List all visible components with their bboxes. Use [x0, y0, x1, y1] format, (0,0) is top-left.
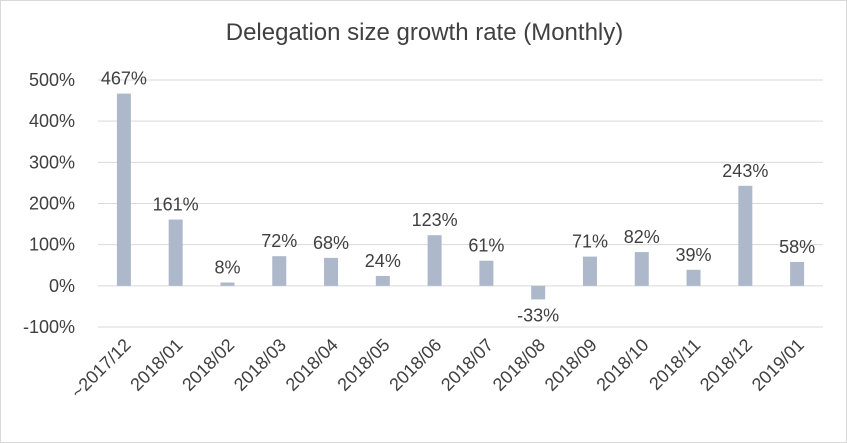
data-label: 8%: [214, 258, 240, 278]
y-tick-label: 400%: [29, 111, 75, 131]
data-label: 68%: [313, 233, 349, 253]
bar: [324, 257, 339, 286]
bar: [220, 282, 235, 286]
x-tick-label: 2018/08: [489, 335, 549, 395]
x-tick-label: ~2017/12: [67, 335, 135, 403]
chart-title: Delegation size growth rate (Monthly): [225, 19, 624, 46]
x-tick-label: 2018/05: [333, 335, 393, 395]
bar: [790, 261, 805, 286]
data-label: 161%: [153, 195, 199, 215]
bar: [427, 235, 442, 286]
x-tick-label: 2018/09: [541, 335, 601, 395]
bar: [272, 256, 287, 286]
data-label: 467%: [101, 69, 147, 89]
bar: [116, 93, 131, 286]
bar: [375, 275, 390, 286]
bar: [531, 285, 546, 300]
x-tick-label: 2018/07: [437, 335, 497, 395]
data-label: 123%: [412, 210, 458, 230]
x-tick-label: 2018/01: [126, 335, 186, 395]
x-tick-label: 2019/01: [748, 335, 808, 395]
x-tick-label: 2018/02: [178, 335, 238, 395]
bar: [634, 252, 649, 286]
y-tick-label: 500%: [29, 70, 75, 90]
data-label: 61%: [468, 236, 504, 256]
data-label: 243%: [722, 161, 768, 181]
y-tick-label: 0%: [49, 276, 75, 296]
data-label: -33%: [517, 305, 559, 325]
bar: [479, 260, 494, 286]
x-tick-label: 2018/11: [645, 335, 704, 394]
data-label: 71%: [572, 232, 608, 252]
x-tick-label: 2018/12: [696, 335, 756, 395]
data-label: 39%: [676, 245, 712, 265]
data-label: 72%: [261, 231, 297, 251]
y-tick-label: 200%: [29, 194, 75, 214]
x-tick-label: 2018/06: [385, 335, 445, 395]
bar: [738, 185, 753, 286]
data-label: 82%: [624, 227, 660, 247]
x-tick-label: 2018/04: [282, 335, 342, 395]
bar: [582, 256, 597, 286]
x-tick-label: 2018/10: [592, 335, 652, 395]
bar: [686, 269, 701, 286]
x-tick-label: 2018/03: [230, 335, 290, 395]
y-tick-label: 100%: [29, 235, 75, 255]
y-tick-label: -100%: [23, 317, 75, 337]
data-label: 24%: [365, 251, 401, 271]
data-label: 58%: [779, 237, 815, 257]
y-tick-label: 300%: [29, 152, 75, 172]
bar: [168, 219, 183, 286]
